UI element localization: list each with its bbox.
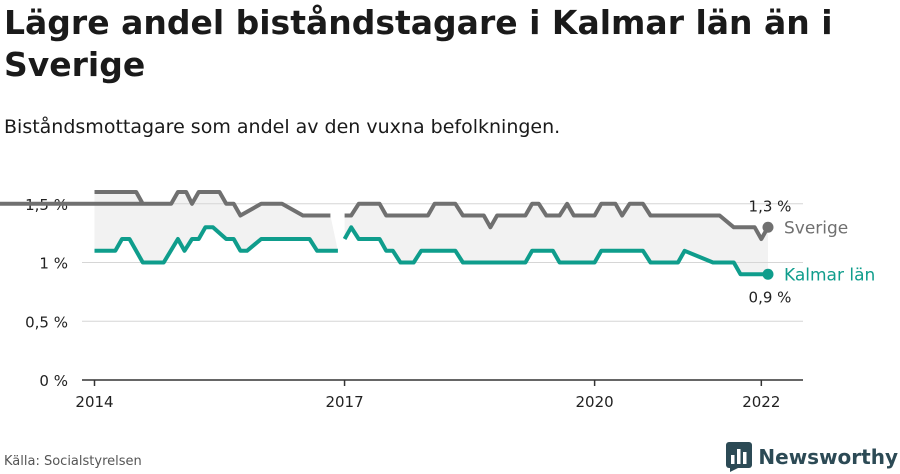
x-tick-label: 2020 [576, 393, 614, 411]
chart-subtitle: Biståndsmottagare som andel av den vuxna… [4, 116, 561, 138]
x-tick-label: 2014 [75, 393, 113, 411]
series-line-sverige [0, 190, 331, 218]
series-end-point-sverige [762, 221, 774, 233]
x-tick-label: 2022 [742, 393, 780, 411]
series-line-sverige [344, 201, 770, 241]
y-axis-tick-labels: 0 %0,5 %1 %1,5 % [25, 196, 68, 390]
band-area [344, 203, 768, 275]
y-tick-label: 1 % [39, 255, 68, 273]
x-axis-tick-labels: 2014 2017 2020 2022 [75, 393, 780, 411]
x-axis [82, 379, 803, 386]
series-end-labels: Sverige 1,3 % Kalmar län 0,9 % [749, 197, 876, 306]
brand-logo: Newsworthy [726, 440, 898, 474]
series-line-kalmar [342, 225, 768, 277]
y-tick-label: 0 % [39, 372, 68, 390]
bar-chart-logo-icon [726, 442, 753, 472]
series-name-sverige: Sverige [784, 218, 848, 238]
series-value-label-kalmar: 0,9 % [749, 288, 792, 306]
chart-title: Lägre andel biståndstagare i Kalmar län … [4, 3, 833, 84]
series-lines [0, 190, 774, 280]
series-line-kalmar [94, 225, 338, 265]
series-name-kalmar: Kalmar län [784, 265, 875, 285]
series-value-label-sverige: 1,3 % [749, 197, 792, 215]
x-tick-label: 2017 [325, 393, 363, 411]
source-note: Källa: Socialstyrelsen [4, 454, 142, 469]
line-chart: 0 %0,5 %1 %1,5 % 2014 2017 2020 2022 Sverig… [0, 190, 876, 411]
series-end-point-kalmar [762, 268, 774, 280]
y-tick-label: 0,5 % [25, 313, 68, 331]
brand-name: Newsworthy [758, 445, 898, 469]
